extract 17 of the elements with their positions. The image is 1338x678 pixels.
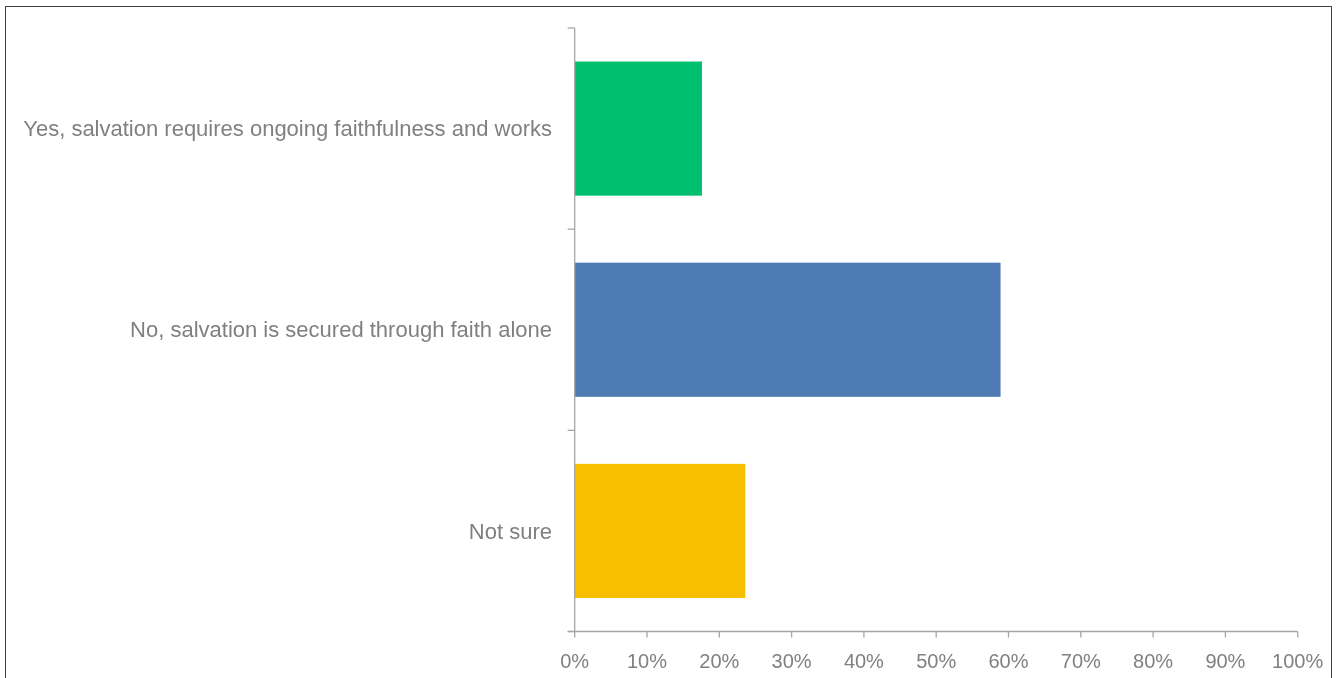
bar bbox=[574, 262, 1001, 397]
x-tick-label: 20% bbox=[699, 650, 740, 672]
x-tick-label: 10% bbox=[626, 650, 668, 672]
y-tick-label: No, salvation is secured through faith alone bbox=[130, 317, 552, 343]
x-tick-label: 70% bbox=[1060, 650, 1102, 672]
x-tick-label: 80% bbox=[1133, 650, 1174, 672]
bar bbox=[574, 61, 702, 196]
x-tick-label: 0% bbox=[560, 650, 590, 672]
x-tick-label: 40% bbox=[843, 650, 885, 672]
y-tick-label: Not sure bbox=[468, 518, 552, 544]
y-tick-label: Yes, salvation requires ongoing faithfulness and works bbox=[23, 116, 552, 142]
x-tick-label: 30% bbox=[771, 650, 812, 672]
bar bbox=[574, 463, 746, 598]
x-tick-label: 50% bbox=[916, 650, 957, 672]
x-tick-label: 100% bbox=[1272, 650, 1324, 672]
x-tick-label: 90% bbox=[1205, 650, 1246, 672]
x-tick-label: 60% bbox=[988, 650, 1029, 672]
